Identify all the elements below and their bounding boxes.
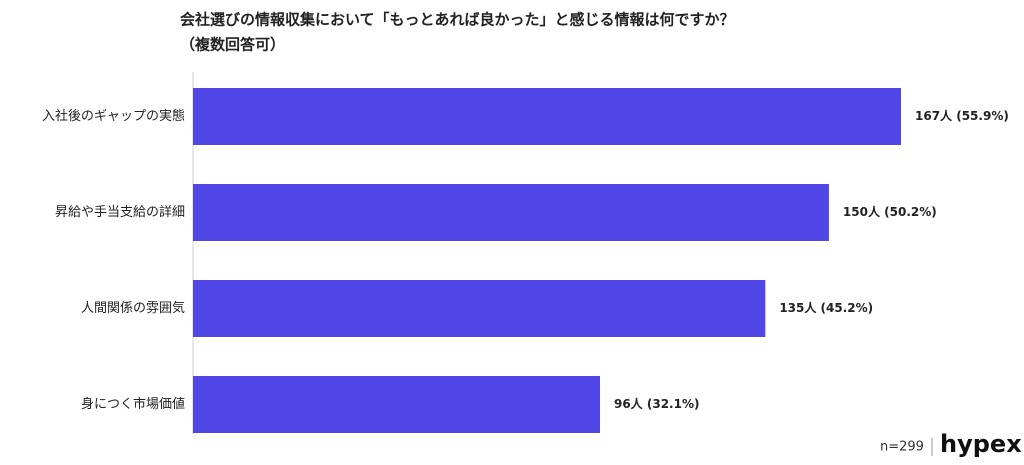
- bar: [193, 184, 829, 241]
- value-label: 96人 (32.1%): [614, 396, 699, 411]
- logo: hypex: [940, 430, 1022, 458]
- chart-subtitle: （複数回答可）: [180, 36, 285, 54]
- category-label: 入社後のギャップの実態: [42, 108, 185, 124]
- category-label: 身につく市場価値: [81, 396, 185, 412]
- category-label: 人間関係の雰囲気: [81, 300, 185, 316]
- bar: [193, 376, 600, 433]
- chart-title: 会社選びの情報収集において「もっとあれば良かった」と感じる情報は何ですか？: [180, 11, 735, 29]
- sample-note: n=299: [880, 440, 924, 455]
- category-label: 昇給や手当支給の詳細: [55, 204, 185, 220]
- bar: [193, 88, 901, 145]
- value-label: 167人 (55.9%): [915, 108, 1009, 123]
- value-label: 150人 (50.2%): [843, 204, 937, 219]
- bar: [193, 280, 766, 337]
- value-label: 135人 (45.2%): [779, 300, 873, 315]
